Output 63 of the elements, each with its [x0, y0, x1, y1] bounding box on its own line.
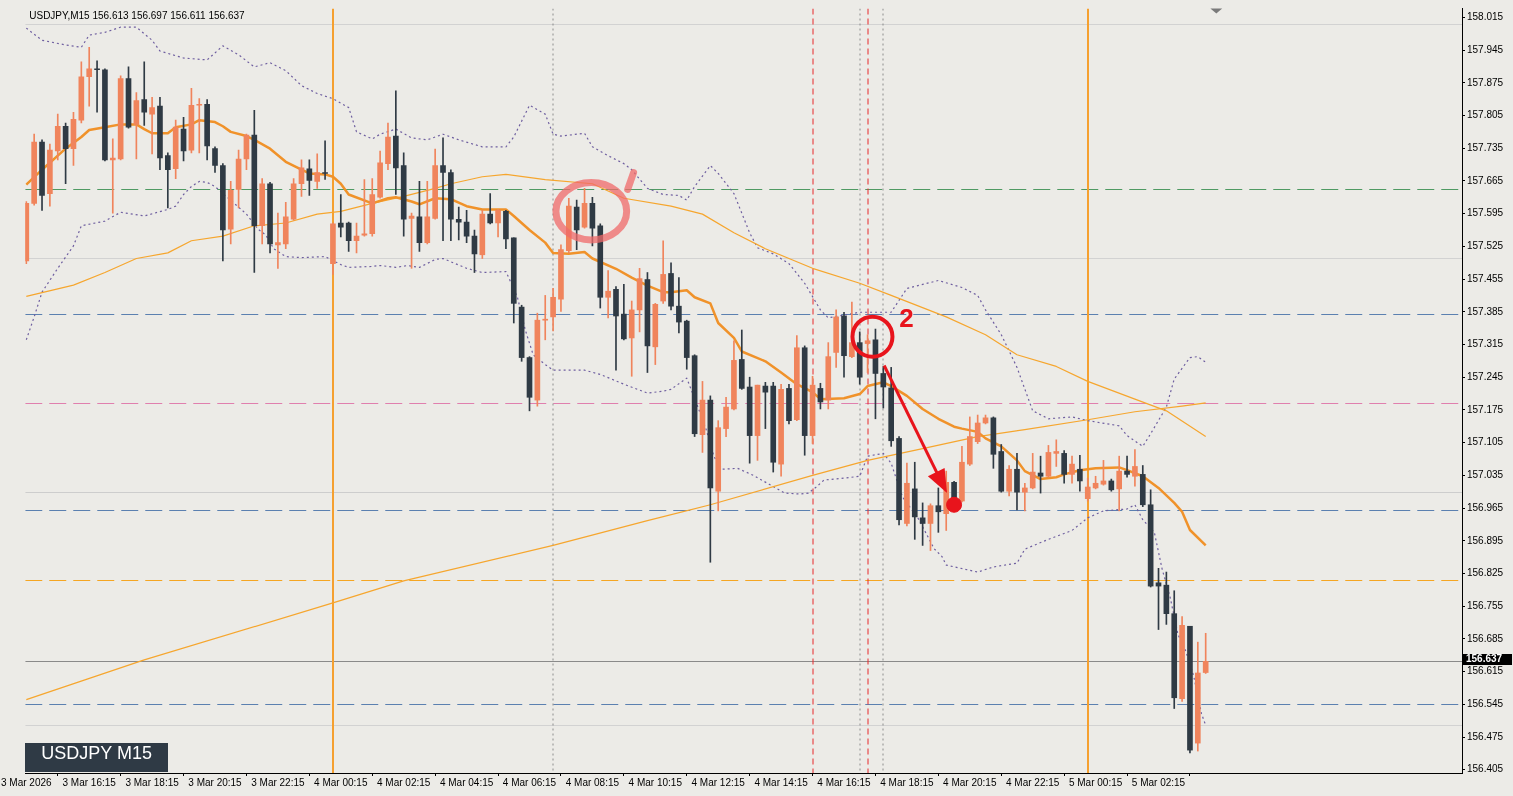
y-tick-label: 156.545 — [1467, 698, 1504, 710]
annotation: 2 — [899, 302, 914, 333]
candlestick — [542, 295, 549, 341]
y-tick-label: 157.665 — [1467, 174, 1504, 186]
x-tick-label: 3 Mar 22:15 — [251, 776, 306, 788]
y-tick-label: 157.945 — [1467, 43, 1504, 55]
line-series — [25, 180, 1207, 726]
candlestick — [196, 98, 203, 154]
x-tick-label: 4 Mar 02:15 — [377, 776, 431, 788]
y-tick-label: 157.105 — [1467, 436, 1504, 448]
annotation: USDJPY M15 — [25, 743, 168, 772]
candlestick — [1124, 455, 1130, 478]
candlestick — [337, 194, 344, 238]
x-tick-label: 3 Mar 2026 — [1, 776, 53, 788]
x-tick-label: 5 Mar 00:15 — [1068, 776, 1123, 788]
x-tick-label: 3 Mar 18:15 — [125, 776, 180, 788]
y-tick-label: 157.735 — [1467, 141, 1504, 153]
chart-title: USDJPY,M15 156.613 156.697 156.611 156.637 — [29, 10, 246, 22]
y-tick-label: 158.015 — [1467, 11, 1504, 23]
y-tick-label: 157.455 — [1467, 272, 1504, 284]
x-tick-label: 4 Mar 10:15 — [628, 776, 683, 788]
y-tick-label: 157.525 — [1467, 240, 1504, 252]
x-tick-label: 4 Mar 18:15 — [880, 776, 935, 788]
y-tick-label: 157.175 — [1467, 403, 1504, 415]
y-tick-label: 157.385 — [1467, 305, 1504, 317]
line-series — [25, 26, 1207, 447]
y-tick-label: 156.405 — [1467, 763, 1504, 775]
x-tick-label: 4 Mar 14:15 — [754, 776, 809, 788]
candlestick — [455, 206, 462, 241]
x-tick-label: 4 Mar 00:15 — [314, 776, 368, 788]
y-tick-label: 156.475 — [1467, 730, 1504, 742]
x-tick-label: 4 Mar 20:15 — [943, 776, 997, 788]
y-tick-label: 156.895 — [1467, 534, 1504, 546]
ref-line-label: 156.637 — [1466, 653, 1503, 665]
x-tick-label: 4 Mar 06:15 — [502, 776, 557, 788]
candlestick — [322, 140, 328, 180]
y-tick-label: 156.825 — [1467, 567, 1504, 579]
candlestick — [440, 137, 446, 242]
y-tick-label: 156.965 — [1467, 501, 1504, 513]
y-tick-label: 157.035 — [1467, 469, 1504, 481]
y-tick-label: 157.245 — [1467, 370, 1504, 382]
x-tick-label: 4 Mar 08:15 — [565, 776, 620, 788]
y-tick-label: 157.875 — [1467, 76, 1504, 88]
x-tick-label: 4 Mar 22:15 — [1006, 776, 1060, 788]
candlestick — [141, 61, 148, 126]
candlestick — [275, 212, 281, 269]
x-tick-label: 4 Mar 12:15 — [691, 776, 746, 788]
y-tick-label: 157.595 — [1467, 207, 1504, 219]
candlestick — [86, 46, 93, 107]
x-tick-label: 5 Mar 02:15 — [1131, 776, 1186, 788]
y-tick-label: 157.805 — [1467, 109, 1504, 121]
y-tick-label: 156.685 — [1467, 632, 1504, 644]
y-tick-label: 156.755 — [1467, 599, 1504, 611]
x-tick-label: 3 Mar 20:15 — [188, 776, 243, 788]
x-tick-label: 3 Mar 16:15 — [62, 776, 117, 788]
candlestick — [149, 96, 155, 155]
y-tick-label: 157.315 — [1467, 338, 1504, 350]
candlestick — [94, 60, 100, 113]
y-tick-label: 156.615 — [1467, 665, 1504, 677]
x-tick-label: 4 Mar 16:15 — [817, 776, 872, 788]
candlestick — [605, 270, 611, 319]
x-tick-label: 4 Mar 04:15 — [439, 776, 494, 788]
candlestick — [1053, 439, 1060, 467]
